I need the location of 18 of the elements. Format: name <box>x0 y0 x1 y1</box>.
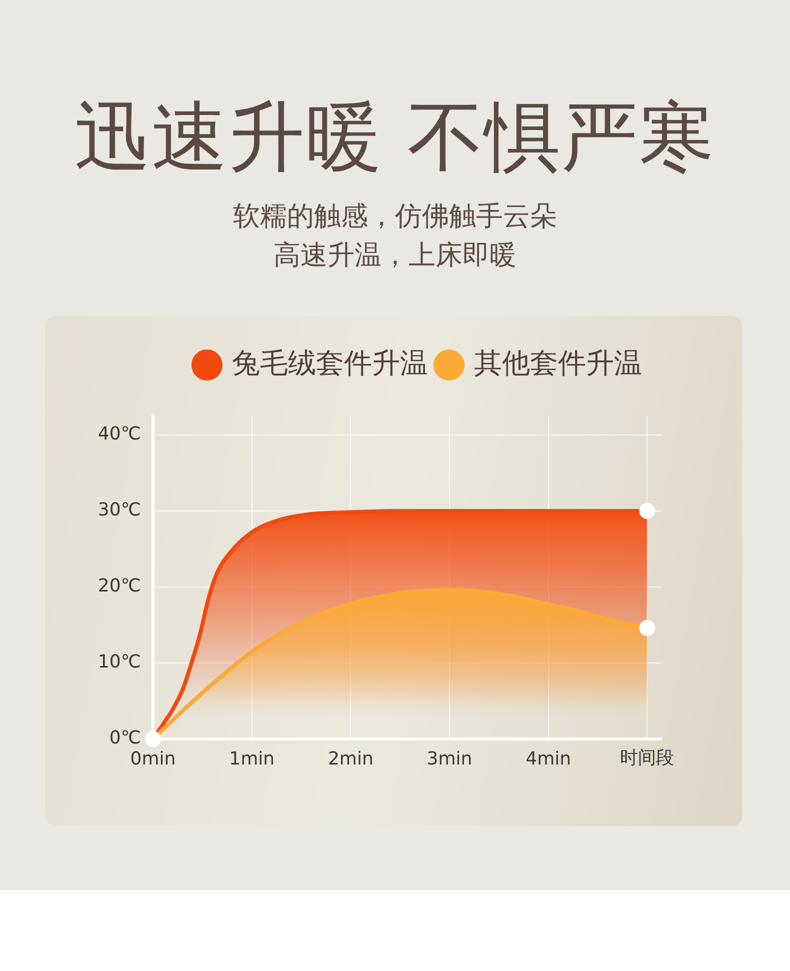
legend-label: 其他套件升温 <box>474 346 642 380</box>
y-tick-label: 30℃ <box>98 500 141 521</box>
x-tick-label: 1min <box>229 748 275 770</box>
x-tick-label: 2min <box>328 748 374 770</box>
y-tick-label: 40℃ <box>98 424 141 445</box>
chart-subtitle: 软糯的触感，仿佛触手云朵高速升温，上床即暖 <box>232 200 558 273</box>
y-tick-label: 20℃ <box>98 576 141 597</box>
chart-title: 迅速升暖 不惧严寒 <box>73 91 717 183</box>
x-axis-title: 时间段 <box>620 748 674 769</box>
x-tick-label: 3min <box>426 748 472 770</box>
point <box>145 731 161 747</box>
point <box>639 620 656 636</box>
point <box>639 503 656 519</box>
x-tick-label: 0min <box>130 748 176 770</box>
y-tick-label: 0℃ <box>109 728 141 749</box>
legend-label: 兔毛绒套件升温 <box>232 346 428 380</box>
x-tick-label: 4min <box>526 748 572 770</box>
y-tick-label: 10℃ <box>98 652 141 673</box>
